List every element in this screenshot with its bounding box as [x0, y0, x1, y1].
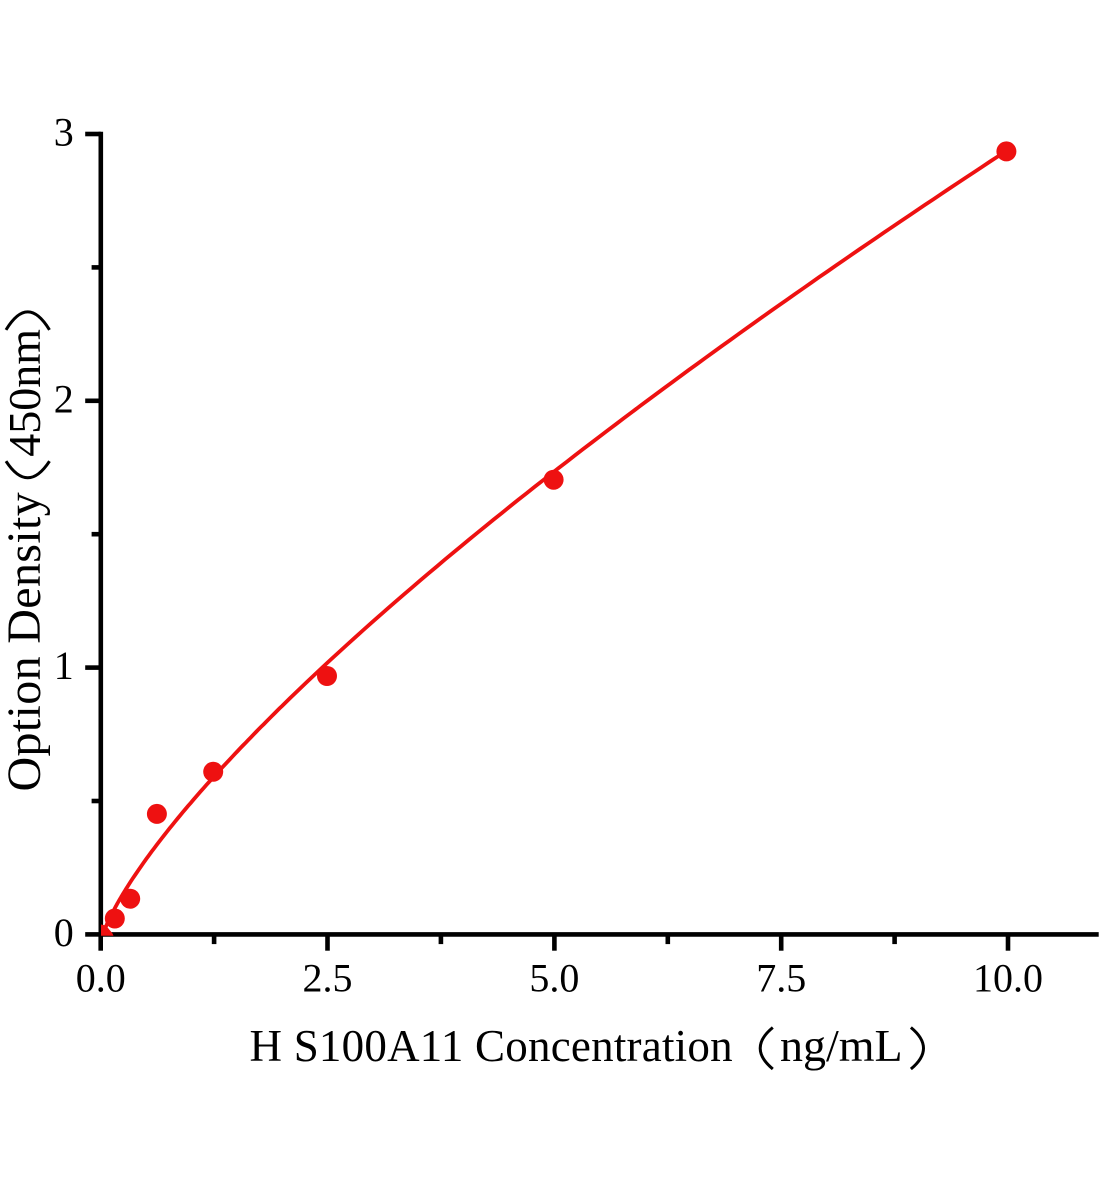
svg-text:7.5: 7.5	[756, 956, 806, 1001]
svg-text:5.0: 5.0	[529, 956, 579, 1001]
svg-text:1: 1	[54, 643, 74, 688]
svg-text:0.0: 0.0	[76, 956, 126, 1001]
svg-text:ng/mL: ng/mL	[780, 1020, 903, 1071]
svg-text:Option Density: Option Density	[0, 492, 51, 792]
svg-text:2: 2	[54, 376, 74, 421]
svg-text:2.5: 2.5	[303, 956, 353, 1001]
svg-text:H S100A11 Concentration: H S100A11 Concentration	[250, 1021, 733, 1071]
svg-text:3: 3	[54, 110, 74, 155]
svg-text:450nm: 450nm	[0, 329, 50, 457]
svg-text:10.0: 10.0	[973, 956, 1043, 1001]
svg-text:0: 0	[54, 910, 74, 955]
